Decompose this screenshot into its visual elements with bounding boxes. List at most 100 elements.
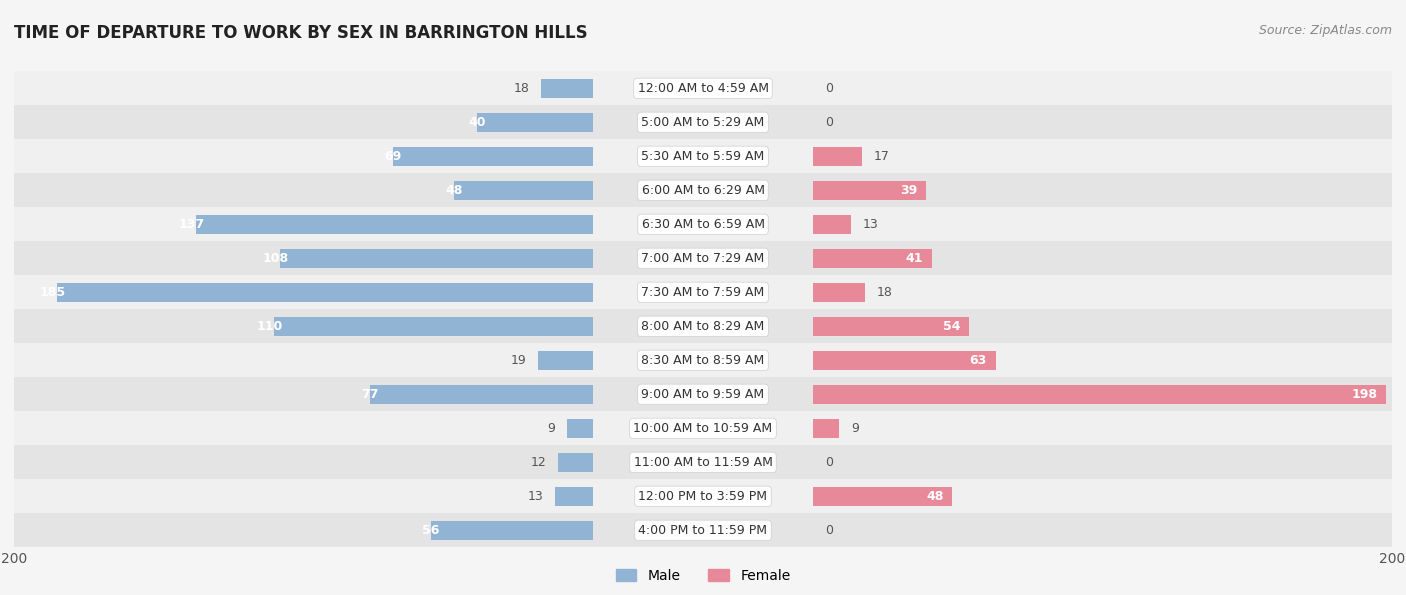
Text: 69: 69: [385, 150, 402, 163]
Bar: [813, 173, 1392, 208]
Bar: [14, 71, 593, 105]
Bar: [14, 446, 593, 480]
Bar: [593, 173, 813, 208]
Bar: [593, 411, 813, 446]
Text: 198: 198: [1351, 388, 1378, 401]
Bar: [14, 242, 593, 275]
Text: 10:00 AM to 10:59 AM: 10:00 AM to 10:59 AM: [634, 422, 772, 435]
Bar: [813, 283, 865, 302]
Bar: [14, 513, 593, 547]
Text: 137: 137: [179, 218, 205, 231]
Bar: [813, 513, 1392, 547]
Bar: [813, 147, 862, 166]
Bar: [14, 173, 593, 208]
Bar: [14, 139, 593, 173]
Bar: [813, 242, 1392, 275]
Bar: [593, 309, 813, 343]
Text: 0: 0: [825, 82, 832, 95]
Bar: [14, 275, 593, 309]
Bar: [280, 249, 593, 268]
Bar: [14, 173, 593, 208]
Bar: [813, 487, 952, 506]
Bar: [593, 343, 813, 377]
Bar: [14, 275, 593, 309]
Legend: Male, Female: Male, Female: [610, 563, 796, 588]
Bar: [813, 208, 1392, 242]
Bar: [813, 173, 1392, 208]
Bar: [14, 377, 593, 411]
Bar: [430, 521, 593, 540]
Bar: [567, 419, 593, 438]
Bar: [593, 446, 813, 480]
Bar: [813, 181, 927, 200]
Text: 110: 110: [257, 320, 283, 333]
Bar: [477, 113, 593, 131]
Text: 185: 185: [39, 286, 66, 299]
Text: 0: 0: [825, 456, 832, 469]
Bar: [558, 453, 593, 472]
Bar: [593, 208, 813, 242]
Bar: [593, 105, 813, 139]
Bar: [14, 71, 593, 105]
Bar: [14, 343, 593, 377]
Bar: [541, 79, 593, 98]
Bar: [813, 309, 1392, 343]
Text: 48: 48: [927, 490, 943, 503]
Text: 12: 12: [530, 456, 547, 469]
Bar: [593, 208, 813, 242]
Text: 7:30 AM to 7:59 AM: 7:30 AM to 7:59 AM: [641, 286, 765, 299]
Bar: [813, 275, 1392, 309]
Bar: [14, 480, 593, 513]
Bar: [813, 215, 851, 234]
Text: 48: 48: [446, 184, 463, 197]
Bar: [813, 139, 1392, 173]
Text: 18: 18: [877, 286, 893, 299]
Bar: [813, 351, 995, 369]
Bar: [593, 71, 813, 105]
Bar: [813, 513, 1392, 547]
Text: 0: 0: [825, 116, 832, 129]
Bar: [593, 377, 813, 411]
Text: 108: 108: [263, 252, 290, 265]
Bar: [14, 139, 593, 173]
Bar: [593, 71, 813, 105]
Bar: [813, 139, 1392, 173]
Text: 13: 13: [862, 218, 879, 231]
Text: 19: 19: [510, 354, 526, 367]
Bar: [14, 242, 593, 275]
Bar: [593, 242, 813, 275]
Text: 11:00 AM to 11:59 AM: 11:00 AM to 11:59 AM: [634, 456, 772, 469]
Bar: [58, 283, 593, 302]
Text: 56: 56: [422, 524, 440, 537]
Bar: [813, 377, 1392, 411]
Bar: [593, 513, 813, 547]
Bar: [813, 385, 1386, 404]
Bar: [14, 105, 593, 139]
Bar: [537, 351, 593, 369]
Text: 8:30 AM to 8:59 AM: 8:30 AM to 8:59 AM: [641, 354, 765, 367]
Text: 6:00 AM to 6:29 AM: 6:00 AM to 6:29 AM: [641, 184, 765, 197]
Bar: [813, 105, 1392, 139]
Bar: [454, 181, 593, 200]
Bar: [593, 173, 813, 208]
Bar: [813, 275, 1392, 309]
Bar: [14, 377, 593, 411]
Text: 63: 63: [970, 354, 987, 367]
Text: TIME OF DEPARTURE TO WORK BY SEX IN BARRINGTON HILLS: TIME OF DEPARTURE TO WORK BY SEX IN BARR…: [14, 24, 588, 42]
Bar: [593, 275, 813, 309]
Text: 40: 40: [468, 116, 485, 129]
Bar: [813, 446, 1392, 480]
Bar: [14, 309, 593, 343]
Text: 41: 41: [905, 252, 924, 265]
Bar: [813, 411, 1392, 446]
Bar: [813, 317, 970, 336]
Text: 12:00 PM to 3:59 PM: 12:00 PM to 3:59 PM: [638, 490, 768, 503]
Bar: [813, 480, 1392, 513]
Bar: [813, 71, 1392, 105]
Bar: [14, 513, 593, 547]
Text: 17: 17: [875, 150, 890, 163]
Text: 6:30 AM to 6:59 AM: 6:30 AM to 6:59 AM: [641, 218, 765, 231]
Bar: [813, 105, 1392, 139]
Bar: [14, 411, 593, 446]
Bar: [813, 411, 1392, 446]
